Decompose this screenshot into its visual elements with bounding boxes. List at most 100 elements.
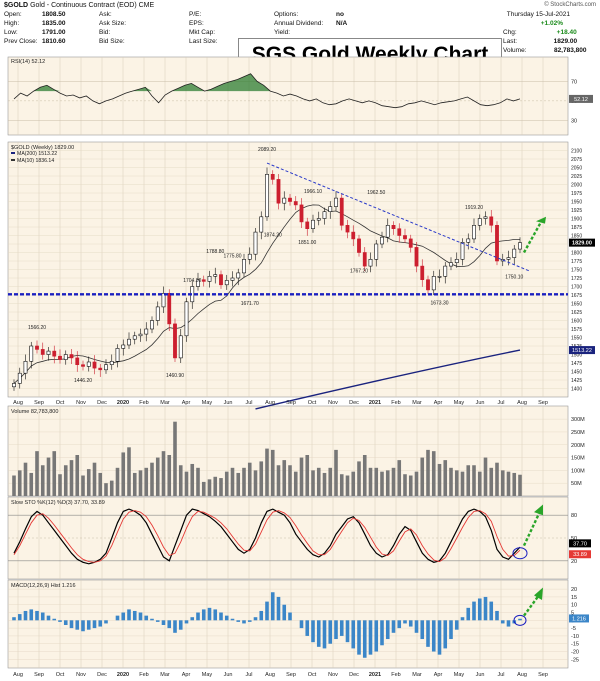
- x-tick-label: Oct: [56, 400, 65, 406]
- x-tick-label: Oct: [308, 400, 317, 406]
- macd-hist-bar: [69, 620, 74, 629]
- candle-body: [213, 274, 218, 277]
- macd-hist-bar: [362, 620, 367, 658]
- x-tick-label: Sep: [286, 672, 296, 678]
- sto-highlight-circle: [512, 547, 528, 560]
- candle-body: [98, 367, 103, 371]
- candle-body: [132, 335, 137, 340]
- candle-body: [224, 280, 229, 286]
- x-tick-label: Jun: [476, 672, 485, 678]
- quote-field: Mkt Cap:: [189, 29, 215, 36]
- macd-hist-bar: [104, 620, 108, 624]
- macd-hist-bar: [52, 618, 57, 621]
- volume-bar: [81, 475, 85, 496]
- x-tick-label: 2021: [369, 672, 381, 678]
- macd-y-tick: 5: [571, 611, 574, 617]
- candle-body: [184, 301, 189, 337]
- macd-hist-bar: [495, 610, 499, 621]
- price-y-tick: 1550: [571, 336, 582, 342]
- volume-bar: [270, 449, 275, 496]
- candle-body: [460, 242, 465, 260]
- macd-label: MACD(12,26,9) Hist 1.216: [11, 583, 76, 589]
- quote-field: Ask:: [99, 11, 112, 18]
- candle-body: [454, 258, 459, 263]
- legend-swatch: [11, 152, 15, 154]
- macd-hist-bar: [173, 620, 177, 633]
- symbol-description: Gold - Continuous Contract (EOD) CME: [30, 2, 155, 9]
- price-y-tick: 1975: [571, 191, 582, 197]
- macd-hist-bar: [374, 620, 379, 652]
- x-tick-label: May: [454, 400, 465, 406]
- x-tick-label: Jun: [224, 672, 233, 678]
- candle-body: [420, 265, 425, 281]
- macd-hist-bar: [236, 620, 241, 622]
- macd-hist-bar: [58, 620, 62, 622]
- price-y-tick: 1900: [571, 217, 582, 223]
- price-y-tick: 1725: [571, 276, 582, 282]
- macd-hist-bar: [247, 620, 252, 622]
- macd-hist-bar: [472, 601, 476, 621]
- candle-body: [443, 265, 448, 277]
- volume-bar: [75, 455, 80, 496]
- volume-bar: [426, 449, 430, 496]
- volume-bar: [155, 457, 160, 496]
- x-tick-label: Sep: [286, 400, 296, 406]
- x-tick-label: May: [454, 672, 465, 678]
- candle-body: [339, 197, 344, 226]
- macd-hist-bar: [500, 620, 505, 624]
- volume-bar: [29, 472, 34, 496]
- volume-bar: [512, 472, 517, 496]
- quote-field: Annual Dividend: N/A: [274, 20, 347, 27]
- candle-body: [161, 292, 166, 308]
- macd-hist-bar: [29, 609, 34, 621]
- candle-body: [144, 328, 149, 335]
- price-y-tick: 1750: [571, 268, 582, 274]
- price-annotation: 1460.90: [166, 373, 184, 379]
- macd-hist-bar: [178, 620, 183, 630]
- volume-bar: [92, 462, 97, 496]
- candle-body: [518, 242, 522, 250]
- candle-body: [86, 361, 91, 367]
- macd-hist-bar: [339, 620, 344, 636]
- quote-date: Thursday 15-Jul-2021: [506, 11, 570, 18]
- volume-bar: [293, 471, 298, 496]
- quote-field-label: Ask Size:: [99, 20, 127, 27]
- candle-body: [512, 248, 517, 258]
- volume-bar: [219, 478, 223, 496]
- price-y-tick: 1675: [571, 293, 582, 299]
- macd-hist-bar: [23, 610, 28, 621]
- x-tick-label: Nov: [76, 672, 86, 678]
- volume-bar: [322, 472, 327, 496]
- quote-field-label: Bid Size:: [99, 38, 125, 45]
- price-badge-bg: [569, 238, 595, 247]
- candle-body: [121, 344, 126, 349]
- candle-body: [40, 349, 45, 355]
- candle-body: [437, 275, 442, 278]
- macd-hist-bar: [207, 607, 212, 621]
- macd-hist-bar: [86, 620, 91, 630]
- price-annotation: 1775.80: [223, 254, 241, 260]
- candle-body: [155, 306, 160, 321]
- macd-hist-bar: [414, 620, 419, 633]
- price-y-tick: 2025: [571, 174, 582, 180]
- price-y-tick: 1650: [571, 302, 582, 308]
- quote-field: Last Size:: [189, 38, 218, 45]
- candle-body: [426, 279, 430, 291]
- candle-body: [322, 211, 327, 219]
- volume-bar: [213, 476, 218, 496]
- macd-hist-bar: [184, 620, 189, 624]
- price-value-badge: 1829.00: [572, 241, 592, 247]
- macd-y-tick: -25: [571, 657, 579, 663]
- candle-body: [431, 275, 436, 291]
- candle-body: [219, 274, 223, 286]
- macd-hist-bar: [219, 612, 223, 621]
- candle-body: [408, 238, 413, 248]
- macd-hist-bar: [282, 604, 287, 621]
- macd-hist-bar: [265, 601, 269, 621]
- rsi-line: [13, 73, 521, 109]
- macd-hist-bar: [403, 620, 407, 624]
- candle-body: [368, 258, 373, 267]
- candle-body: [115, 348, 120, 362]
- volume-label: Volume 82,783,800: [11, 409, 58, 415]
- volume-bar: [472, 465, 476, 496]
